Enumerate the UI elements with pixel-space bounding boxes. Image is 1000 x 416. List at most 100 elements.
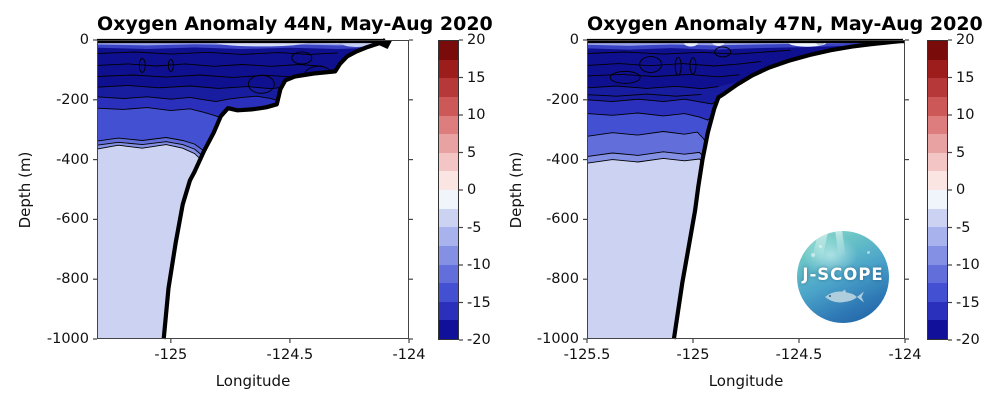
plot-title-44n: Oxygen Anomaly 44N, May-Aug 2020 bbox=[97, 13, 493, 35]
bubble bbox=[867, 251, 870, 254]
colorbar-tick-label: 15 bbox=[467, 69, 486, 86]
jscope-logo-text: J-SCOPE bbox=[802, 265, 884, 284]
colorbar-cell bbox=[439, 59, 458, 79]
colorbar-cell bbox=[928, 78, 947, 97]
colorbar-cell bbox=[439, 78, 458, 97]
colorbar-tick-label: -15 bbox=[467, 294, 491, 311]
colorbar-tick-label: -10 bbox=[467, 257, 491, 273]
contour-loop bbox=[714, 46, 732, 58]
colorbar-cell bbox=[439, 227, 458, 246]
colorbar-cell bbox=[439, 190, 458, 209]
contour-loop bbox=[609, 70, 641, 84]
contour-line bbox=[587, 73, 740, 78]
colorbar-cell bbox=[928, 227, 947, 246]
colorbar-cell bbox=[928, 96, 947, 116]
colorbar-cell bbox=[928, 190, 947, 209]
bubble bbox=[811, 253, 815, 257]
y-tick-label: -800 bbox=[56, 271, 89, 288]
colorbar-tick-label: 5 bbox=[956, 144, 966, 161]
plot-title-47n: Oxygen Anomaly 47N, May-Aug 2020 bbox=[587, 13, 983, 35]
colorbar-cell bbox=[928, 283, 947, 302]
x-tick-label: -124.5 bbox=[266, 347, 314, 363]
contour-loop bbox=[639, 56, 663, 73]
contour-line bbox=[97, 63, 324, 67]
colorbar-cell bbox=[928, 115, 947, 135]
colorbar-cell bbox=[928, 264, 947, 284]
contour-loop bbox=[674, 56, 682, 76]
contour-loop bbox=[247, 74, 275, 94]
colorbar-tick-label: -20 bbox=[956, 332, 980, 348]
contour-loop bbox=[291, 51, 313, 65]
colorbar-cell bbox=[439, 208, 458, 228]
jscope-logo: J-SCOPE bbox=[797, 231, 889, 323]
contour-line bbox=[97, 95, 281, 103]
colorbar-tick-label: -5 bbox=[467, 219, 482, 236]
colorbar-cell bbox=[928, 320, 947, 339]
y-tick-label: -800 bbox=[546, 271, 579, 288]
colorbar-cell bbox=[439, 283, 458, 302]
colorbar-cell bbox=[928, 301, 947, 321]
colorbar-cell bbox=[439, 320, 458, 339]
colorbar-cell bbox=[439, 152, 458, 172]
colorbar-cell bbox=[928, 208, 947, 228]
axes-box bbox=[587, 40, 905, 339]
contour-plot-44n bbox=[93, 38, 413, 343]
y-axis-label-47n: Depth (m) bbox=[507, 151, 525, 229]
y-tick-label: -200 bbox=[546, 91, 579, 108]
colorbar-tick-label: 10 bbox=[467, 107, 486, 123]
contour-loop bbox=[167, 58, 174, 72]
contour-line bbox=[587, 49, 791, 55]
axes-box bbox=[97, 40, 409, 339]
y-tick-label: -600 bbox=[56, 211, 89, 228]
colorbar-cell bbox=[928, 134, 947, 153]
contour-line bbox=[587, 93, 702, 97]
x-axis-label-44n: Longitude bbox=[215, 372, 291, 390]
colorbar-cell bbox=[439, 171, 458, 190]
x-tick-label: -124 bbox=[888, 347, 922, 363]
colorbar-cell bbox=[928, 152, 947, 172]
colorbar-cell bbox=[928, 245, 947, 265]
colorbar-cell bbox=[439, 115, 458, 135]
x-tick-label: -125 bbox=[154, 347, 188, 363]
x-tick-label: -124.5 bbox=[775, 347, 823, 363]
colorbar-44n bbox=[438, 40, 459, 340]
colorbar-47n bbox=[927, 40, 948, 340]
y-tick-label: 0 bbox=[569, 32, 579, 48]
colorbar-tick-label: -15 bbox=[956, 294, 980, 311]
colorbar-tick-label: 20 bbox=[467, 32, 486, 48]
y-tick-label: -600 bbox=[546, 211, 579, 228]
colorbar-tick-label: 5 bbox=[467, 144, 477, 161]
x-axis-label-47n: Longitude bbox=[708, 372, 784, 390]
contour-line bbox=[97, 51, 338, 55]
colorbar-tick-label: -20 bbox=[467, 332, 491, 348]
colorbar-cell bbox=[439, 264, 458, 284]
contour-line bbox=[587, 61, 761, 67]
contour-loop bbox=[138, 57, 146, 73]
contour-plot-47n bbox=[583, 38, 909, 343]
colorbar-cell bbox=[439, 245, 458, 265]
colorbar-tick-label: 0 bbox=[467, 182, 477, 198]
coast-wedge bbox=[368, 40, 393, 49]
colorbar-cell bbox=[439, 301, 458, 321]
x-tick-label: -124 bbox=[392, 347, 426, 363]
colorbar-cell bbox=[928, 41, 947, 60]
fish-icon bbox=[825, 289, 864, 303]
y-axis-label-44n: Depth (m) bbox=[16, 151, 34, 229]
x-tick-label: -125.5 bbox=[563, 347, 611, 363]
bathymetry-line bbox=[161, 38, 387, 340]
colorbar-tick-label: 0 bbox=[956, 182, 966, 198]
colorbar-tick-label: -10 bbox=[956, 257, 980, 273]
x-tick-label: -125 bbox=[676, 347, 710, 363]
bathymetry-line bbox=[671, 38, 904, 340]
colorbar-cell bbox=[928, 171, 947, 190]
bubble bbox=[819, 245, 822, 248]
y-tick-label: -1000 bbox=[536, 331, 579, 347]
y-tick-label: -400 bbox=[56, 151, 89, 168]
y-tick-label: -1000 bbox=[46, 331, 89, 347]
contour-loop bbox=[689, 57, 697, 75]
contour-line bbox=[587, 85, 719, 90]
colorbar-tick-label: 20 bbox=[956, 32, 975, 48]
y-tick-label: -200 bbox=[56, 91, 89, 108]
colorbar-cell bbox=[439, 134, 458, 153]
